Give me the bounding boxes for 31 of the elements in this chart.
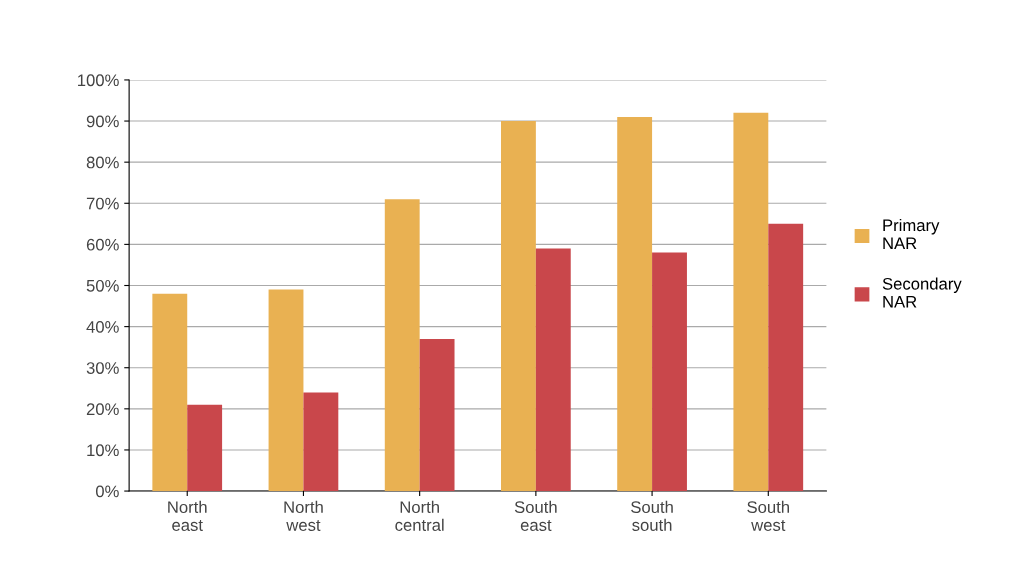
bar — [268, 289, 304, 492]
bar — [768, 223, 804, 492]
x-tick-label: North central — [395, 500, 444, 531]
y-tick-label: 50% — [86, 279, 119, 292]
y-tick-label: 90% — [86, 115, 119, 128]
y-tick-label: 10% — [87, 444, 119, 457]
y-tick-label: 20% — [86, 403, 119, 416]
bar — [733, 112, 769, 492]
x-tick-label: South south — [631, 500, 673, 531]
x-tick-label: South east — [514, 500, 557, 531]
x-tick-label: South west — [747, 500, 789, 531]
bar — [535, 248, 571, 492]
bar — [152, 293, 188, 492]
y-tick-label: 100% — [78, 74, 119, 87]
y-tick-label: 60% — [86, 238, 119, 251]
x-tick-label: North east — [168, 500, 207, 531]
legend-label: Primary NAR — [883, 218, 940, 249]
y-tick-label: 80% — [86, 156, 119, 169]
bar — [419, 338, 455, 492]
y-tick-label: 40% — [86, 321, 119, 333]
y-tick-label: 0% — [95, 485, 119, 498]
y-tick-label: 30% — [86, 362, 119, 374]
x-tick-label: North west — [284, 500, 323, 531]
y-tick-label: 70% — [86, 197, 119, 210]
legend-label: Secondary NAR — [882, 277, 962, 308]
bar — [501, 121, 536, 492]
bar — [652, 252, 687, 492]
bar — [384, 199, 420, 492]
bar — [617, 116, 653, 492]
bar — [187, 404, 223, 492]
bar — [303, 392, 339, 492]
